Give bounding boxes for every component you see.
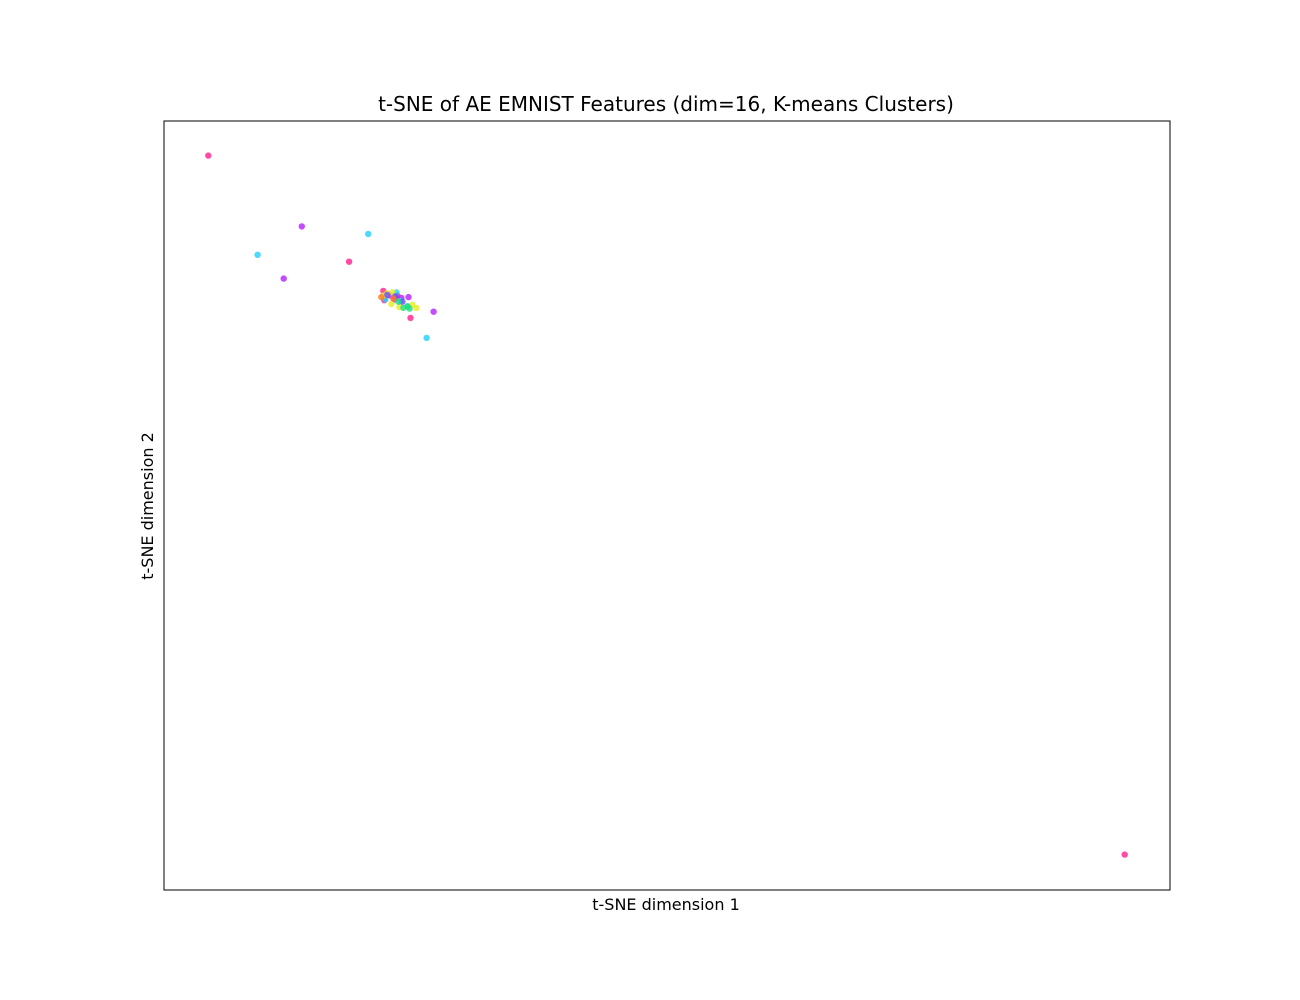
data-point-cluster-6-3 [395, 298, 402, 305]
scatter-points [205, 152, 1128, 858]
y-axis-label: t-SNE dimension 2 [138, 432, 157, 580]
data-point-cluster-1-2 [345, 258, 353, 265]
data-point-cluster-1-6 [407, 314, 414, 322]
data-point-cluster-2-2 [280, 275, 287, 282]
data-point-cluster-3-2 [365, 230, 372, 238]
data-point-cluster-1-1 [205, 152, 212, 159]
data-point-cluster-3-1 [254, 251, 261, 258]
x-axis-label: t-SNE dimension 1 [592, 895, 740, 914]
data-point-cluster-3-4 [423, 334, 430, 342]
data-point-cluster-7-1 [378, 293, 385, 301]
plot-area [163, 120, 1171, 891]
data-point-cluster-6-4 [404, 303, 411, 310]
data-point-cluster-4-2 [388, 300, 395, 308]
data-point-cluster-2-5 [405, 293, 412, 301]
data-point-cluster-7-2 [390, 295, 397, 302]
data-point-cluster-1-7 [1121, 851, 1128, 858]
data-point-cluster-2-1 [298, 223, 305, 230]
data-point-cluster-2-6 [430, 308, 437, 315]
data-point-cluster-5-1 [384, 291, 391, 298]
chart-title: t-SNE of AE EMNIST Features (dim=16, K-m… [378, 92, 954, 116]
